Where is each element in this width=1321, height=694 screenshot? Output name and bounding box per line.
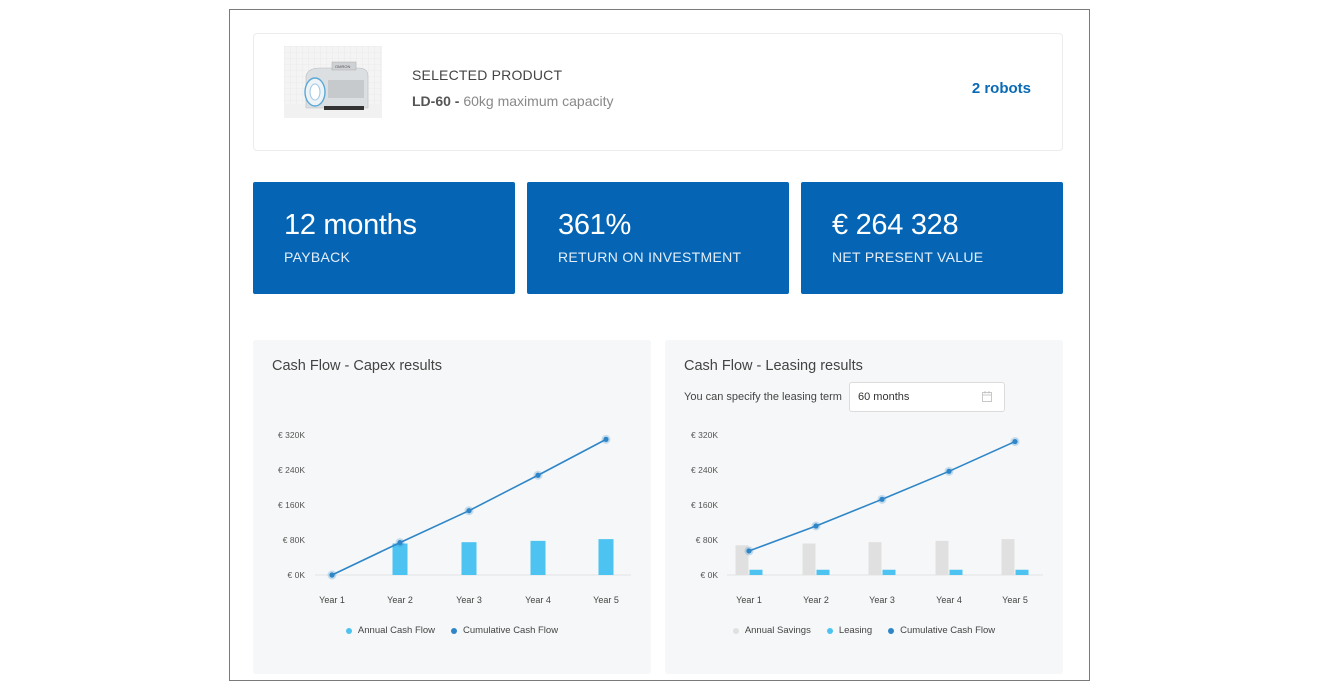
legend-dot-icon	[888, 627, 895, 634]
legend-item[interactable]: Annual Cash Flow	[345, 625, 436, 636]
kpi-roi-label: RETURN ON INVESTMENT	[558, 249, 742, 265]
bar	[882, 569, 896, 575]
legend-label: Annual Savings	[744, 625, 811, 636]
x-tick-label: Year 3	[869, 595, 895, 605]
robots-count-link[interactable]: 2 robots	[971, 80, 1031, 97]
legend-item[interactable]: Cumulative Cash Flow	[888, 625, 995, 636]
y-tick-label: € 240K	[691, 465, 718, 475]
y-tick-label: € 320K	[691, 430, 718, 440]
legend-item[interactable]: Annual Savings	[732, 625, 811, 636]
leasing-term-label: You can specify the leasing term	[684, 391, 842, 403]
leasing-term-value: 60 months	[858, 391, 910, 403]
line-point	[813, 523, 819, 529]
legend-item[interactable]: Leasing	[826, 625, 873, 636]
x-tick-label: Year 1	[319, 595, 345, 605]
kpi-roi-value: 361%	[558, 209, 631, 241]
x-tick-label: Year 4	[525, 595, 551, 605]
x-tick-label: Year 2	[803, 595, 829, 605]
kpi-roi-card: 361% RETURN ON INVESTMENT	[527, 182, 789, 294]
leasing-chart-panel: Cash Flow - Leasing results You can spec…	[665, 340, 1063, 674]
leasing-chart: € 0K € 80K € 160K € 240K € 320K Year 1 Year 2 Y…	[691, 430, 1043, 605]
line-point	[466, 508, 472, 514]
legend-dot-icon	[826, 627, 833, 634]
bar	[816, 569, 830, 575]
line-point	[329, 572, 335, 578]
y-tick-label: € 0K	[701, 570, 719, 580]
kpi-payback-label: PAYBACK	[284, 249, 351, 265]
legend-item[interactable]: Cumulative Cash Flow	[451, 625, 558, 636]
line-point	[1012, 438, 1018, 445]
legend-label: Leasing	[838, 625, 873, 636]
bar	[735, 545, 749, 575]
y-tick-label: € 240K	[278, 465, 305, 475]
bar	[1015, 569, 1029, 575]
selected-product-heading: SELECTED PRODUCT	[412, 67, 563, 83]
line-point	[535, 472, 541, 478]
y-tick-label: € 160K	[278, 500, 305, 510]
line-point	[879, 496, 885, 502]
x-tick-label: Year 4	[936, 595, 962, 605]
kpi-payback-card: 12 months PAYBACK	[253, 182, 515, 294]
y-tick-label: € 320K	[278, 430, 305, 440]
capex-chart: € 0K € 80K € 160K € 240K € 320K Year 1 Year 2 Y…	[278, 430, 631, 605]
robot-brand-label: OMRON	[335, 64, 350, 69]
bar	[461, 542, 477, 575]
y-tick-label: € 160K	[691, 500, 718, 510]
line-point	[946, 468, 952, 474]
y-tick-label: € 80K	[283, 535, 306, 545]
x-tick-label: Year 1	[736, 595, 762, 605]
leasing-term-input[interactable]: 60 months	[849, 382, 1005, 412]
bar	[1001, 539, 1015, 575]
x-tick-label: Year 3	[456, 595, 482, 605]
x-tick-label: Year 2	[387, 595, 413, 605]
leasing-chart-legend: Annual Savings Leasing Cumulative Cash Flo…	[665, 625, 1063, 636]
kpi-npv-label: NET PRESENT VALUE	[832, 249, 984, 265]
capex-chart-legend: Annual Cash Flow Cumulative Cash Flow	[253, 625, 651, 636]
line-point	[746, 548, 752, 554]
capex-chart-panel: Cash Flow - Capex results € 0K € 80K € 160…	[253, 340, 651, 674]
product-model: LD-60 -	[412, 93, 460, 109]
leasing-chart-title: Cash Flow - Leasing results	[684, 358, 863, 374]
x-tick-label: Year 5	[593, 595, 619, 605]
product-description: 60kg maximum capacity	[463, 93, 614, 109]
bar	[949, 569, 963, 575]
kpi-npv-card: € 264 328 NET PRESENT VALUE	[801, 182, 1063, 294]
line-point	[603, 436, 609, 442]
bar	[935, 540, 949, 575]
calendar-icon[interactable]	[982, 391, 992, 402]
legend-label: Annual Cash Flow	[357, 625, 436, 636]
legend-label: Cumulative Cash Flow	[900, 625, 996, 636]
x-tick-label: Year 5	[1002, 595, 1028, 605]
kpi-payback-value: 12 months	[284, 209, 417, 241]
bar	[749, 569, 763, 575]
kpi-npv-value: € 264 328	[832, 209, 959, 241]
selected-product-card: OMRON SELECTED PRODUCT LD-60 - 60kg maxi…	[253, 33, 1063, 151]
legend-dot-icon	[345, 627, 352, 634]
robot-product-image: OMRON	[284, 46, 382, 118]
bar	[802, 543, 816, 575]
y-tick-label: € 0K	[288, 570, 306, 580]
legend-dot-icon	[732, 627, 739, 634]
legend-dot-icon	[451, 627, 458, 634]
bar	[530, 540, 546, 575]
bar	[868, 542, 882, 575]
line-point	[397, 540, 403, 546]
bar	[392, 543, 408, 575]
capex-chart-title: Cash Flow - Capex results	[272, 358, 443, 374]
legend-label: Cumulative Cash Flow	[463, 625, 559, 636]
bar	[598, 539, 614, 575]
y-tick-label: € 80K	[696, 535, 719, 545]
